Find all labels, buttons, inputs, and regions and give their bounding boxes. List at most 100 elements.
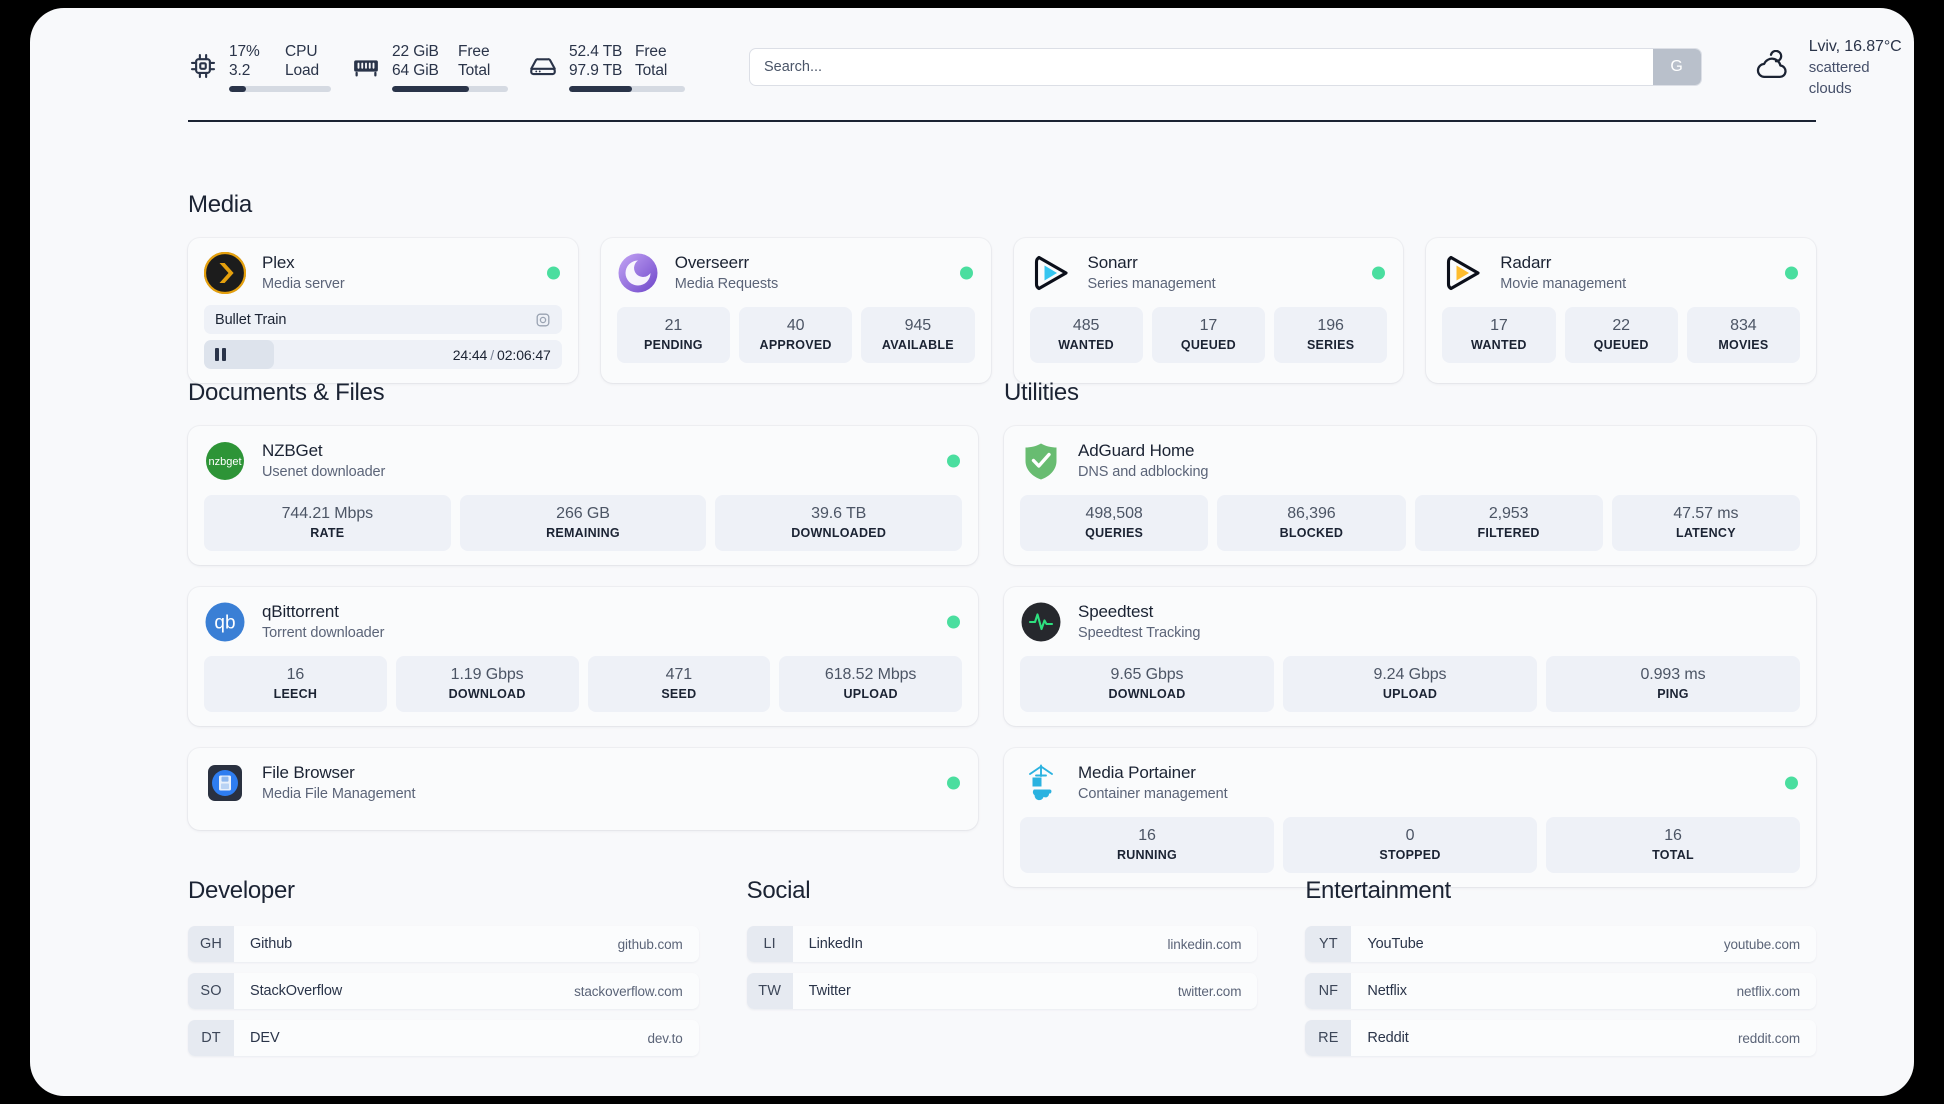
bookmark-name: Github	[250, 936, 293, 952]
entertainment-group-title: Entertainment	[1305, 877, 1451, 904]
service-card-radarr[interactable]: Radarr Movie management 17 WANTED 22 QUE…	[1426, 238, 1816, 383]
metric-value: 266 GB	[556, 505, 610, 522]
service-card-qbittorrent[interactable]: qb qBittorrent Torrent downloader 16 LEE…	[188, 587, 978, 726]
service-card-sonarr[interactable]: Sonarr Series management 485 WANTED 17 Q…	[1013, 238, 1404, 383]
service-card-speedtest[interactable]: Speedtest Speedtest Tracking 9.65 Gbps D…	[1004, 587, 1816, 726]
qbittorrent-subtitle: Torrent downloader	[262, 625, 385, 641]
metric-total: 16 TOTAL	[1546, 817, 1800, 873]
metric-value: 1.19 Gbps	[450, 666, 524, 683]
metric-value: 471	[665, 666, 693, 683]
metric-stopped: 0 STOPPED	[1283, 817, 1537, 873]
service-card-adguard-home[interactable]: AdGuard Home DNS and adblocking 498,508 …	[1004, 426, 1816, 565]
overseerr-card-header: Overseerr Media Requests	[617, 252, 975, 294]
settings-icon[interactable]	[535, 312, 551, 328]
speedtest-name: Speedtest	[1078, 602, 1154, 621]
bookmark-netflix[interactable]: NF Netflix netflix.com	[1305, 973, 1817, 1009]
header-bar: 17% 3.2 CPU Load	[30, 8, 1914, 126]
nzbget-card-header: nzbget NZBGet Usenet downloader	[204, 440, 962, 482]
disk-free-value: 52.4 TB	[569, 43, 623, 60]
metric-running: 16 RUNNING	[1020, 817, 1274, 873]
cpu-label-top: CPU	[285, 43, 318, 60]
file-browser-name: File Browser	[262, 763, 355, 782]
memory-total-value: 64 GiB	[392, 62, 439, 79]
metric-value: 47.57 ms	[1673, 505, 1739, 522]
speedtest-subtitle: Speedtest Tracking	[1078, 625, 1201, 641]
sonarr-logo	[1030, 252, 1072, 294]
service-card-media-portainer[interactable]: Media Portainer Container management 16 …	[1004, 748, 1816, 887]
service-card-overseerr[interactable]: Overseerr Media Requests 21 PENDING 40 A…	[600, 238, 991, 383]
radarr-subtitle: Movie management	[1500, 276, 1626, 292]
metric-value: 9.65 Gbps	[1110, 666, 1184, 683]
search-input[interactable]	[750, 49, 1653, 85]
adguard-logo	[1020, 440, 1062, 482]
metric-label: REMAINING	[546, 526, 620, 540]
pause-icon[interactable]	[215, 348, 226, 361]
plex-progress-bar[interactable]: 24:44/02:06:47	[204, 340, 562, 369]
metric-value: 2,953	[1488, 505, 1529, 522]
bookmark-twitter[interactable]: TW Twitter twitter.com	[746, 973, 1258, 1009]
disk-label-top: Free	[635, 43, 667, 60]
bookmark-reddit[interactable]: RE Reddit reddit.com	[1305, 1020, 1817, 1056]
metric-label: TOTAL	[1652, 848, 1694, 862]
portainer-status-badge	[1785, 776, 1798, 790]
metric-value: 618.52 Mbps	[824, 666, 917, 683]
cpu-label-bottom: Load	[285, 62, 320, 79]
overseerr-status-badge	[959, 266, 973, 280]
bookmark-linkedin[interactable]: LI LinkedIn linkedin.com	[746, 926, 1258, 962]
bookmark-github[interactable]: GH Github github.com	[188, 926, 699, 962]
metric-value: 21	[664, 317, 683, 334]
qbittorrent-metrics: 16 LEECH 1.19 Gbps DOWNLOAD 471 SEED 618…	[204, 656, 962, 712]
adguard-name: AdGuard Home	[1078, 441, 1195, 460]
plex-duration: 02:06:47	[497, 346, 551, 363]
sonarr-name: Sonarr	[1087, 253, 1138, 272]
bookmark-youtube[interactable]: YT YouTube youtube.com	[1305, 926, 1817, 962]
nzbget-name: NZBGet	[262, 441, 323, 460]
service-card-nzbget[interactable]: nzbget NZBGet Usenet downloader 744.21 M…	[188, 426, 978, 565]
filebrowser-logo	[204, 762, 246, 804]
bookmark-name: DEV	[250, 1030, 280, 1046]
disk-usage-bar	[569, 86, 685, 92]
qbittorrent-logo: qb	[204, 601, 246, 643]
dashboard-page: 17% 3.2 CPU Load	[30, 8, 1914, 1096]
plex-name: Plex	[262, 253, 295, 272]
metric-value: 0	[1405, 827, 1415, 844]
metric-value: 498,508	[1085, 505, 1143, 522]
metric-available: 945 AVAILABLE	[861, 307, 975, 363]
service-card-plex[interactable]: Plex Media server Bullet Train	[188, 238, 578, 383]
metric-value: 744.21 Mbps	[281, 505, 374, 522]
metric-approved: 40 APPROVED	[739, 307, 853, 363]
portainer-name: Media Portainer	[1078, 763, 1196, 782]
plex-now-playing-title-row[interactable]: Bullet Train	[204, 305, 562, 334]
bookmark-badge: SO	[188, 973, 234, 1009]
qbittorrent-name: qBittorrent	[262, 602, 339, 621]
metric-value: 86,396	[1287, 505, 1336, 522]
bookmark-name: Reddit	[1367, 1030, 1409, 1046]
metric-blocked: 86,396 BLOCKED	[1217, 495, 1406, 551]
bookmark-dev[interactable]: DT DEV dev.to	[188, 1020, 699, 1056]
metric-value: 39.6 TB	[811, 505, 867, 522]
bookmark-badge: GH	[188, 926, 234, 962]
portainer-logo	[1020, 762, 1062, 804]
metric-value: 834	[1730, 317, 1757, 334]
metric-label: MOVIES	[1718, 338, 1769, 352]
metric-label: DOWNLOADED	[791, 526, 887, 540]
metric-download: 9.65 Gbps DOWNLOAD	[1020, 656, 1274, 712]
metric-label: STOPPED	[1379, 848, 1441, 862]
bookmark-stackoverflow[interactable]: SO StackOverflow stackoverflow.com	[188, 973, 699, 1009]
metric-queued: 17 QUEUED	[1151, 307, 1265, 363]
bookmarks-area: Developer GH Github github.com SO StackO…	[188, 876, 1817, 1067]
service-card-file-browser[interactable]: File Browser Media File Management	[188, 748, 978, 830]
plex-subtitle: Media server	[262, 276, 345, 292]
metric-label: UPLOAD	[843, 687, 898, 701]
metric-pending: 21 PENDING	[616, 307, 730, 363]
plex-card-header: Plex Media server	[204, 252, 562, 294]
documents-section-title: Documents & Files	[188, 379, 385, 406]
search-submit-button[interactable]: G	[1652, 49, 1701, 85]
metric-filtered: 2,953 FILTERED	[1414, 495, 1603, 551]
metric-label: SEED	[661, 687, 697, 701]
bookmark-url: reddit.com	[1737, 1030, 1801, 1046]
metric-queries: 498,508 QUERIES	[1020, 495, 1209, 551]
metric-downloaded: 39.6 TB DOWNLOADED	[715, 495, 963, 551]
search-bar[interactable]: G	[749, 48, 1702, 86]
metric-value: 9.24 Gbps	[1373, 666, 1447, 683]
